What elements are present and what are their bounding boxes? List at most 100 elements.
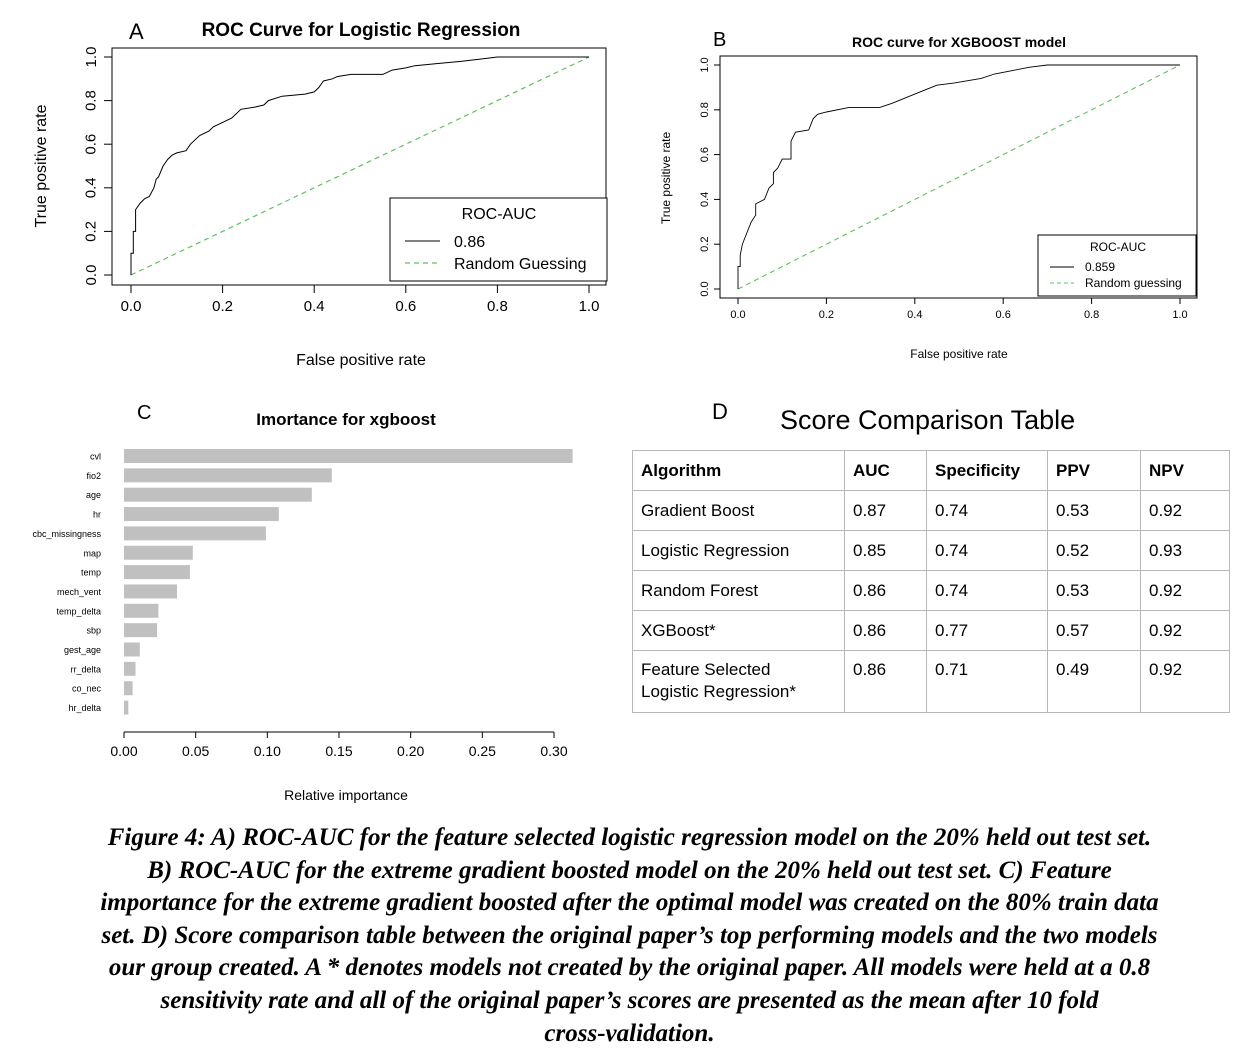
bar [124, 487, 312, 502]
y-axis-label: True positive rate [659, 132, 673, 225]
y-tick-label: 0.4 [83, 177, 100, 198]
category-label: fio2 [86, 471, 101, 481]
x-tick-label: 0.15 [325, 743, 352, 759]
category-label: cbc_missingness [32, 529, 101, 539]
table-row: Logistic Regression 0.85 0.74 0.52 0.93 [632, 530, 1230, 571]
table-row: Random Forest 0.86 0.74 0.53 0.92 [632, 570, 1230, 611]
x-axis-label: False positive rate [296, 352, 426, 369]
table-cell-ppv: 0.52 [1047, 530, 1141, 571]
panel-letter-d: D [712, 399, 728, 424]
roc-chart-logistic: A ROC Curve for Logistic Regression 0.0 0… [33, 19, 608, 369]
x-tick-label: 0.10 [254, 743, 281, 759]
category-label: cvl [90, 452, 101, 462]
x-tick-label: 0.20 [397, 743, 424, 759]
random-guess-line [737, 64, 1181, 290]
x-tick-label: 0.2 [819, 309, 834, 321]
x-tick-label: 0.00 [110, 743, 137, 759]
category-label: mech_vent [57, 587, 102, 597]
legend-label-random: Random Guessing [454, 256, 587, 273]
roc-curve-line [130, 56, 589, 275]
table-title: Score Comparison Table [780, 405, 1076, 435]
x-tick-label: 0.2 [212, 298, 233, 315]
bar [124, 623, 157, 638]
y-tick-label: 0.8 [699, 102, 711, 117]
y-tick-label: 0.2 [83, 221, 100, 242]
roc-chart-xgboost: B ROC curve for XGBOOST model 0.0 0.2 0.4 0… [659, 29, 1198, 361]
table-cell-auc: 0.86 [844, 650, 927, 713]
table-cell-npv: 0.92 [1140, 610, 1230, 651]
x-tick-label: 0.4 [304, 298, 325, 315]
bar [124, 507, 279, 522]
x-tick-label: 0.4 [907, 309, 922, 321]
y-tick-label: 1.0 [83, 47, 100, 68]
col-header-ppv: PPV [1047, 450, 1141, 491]
legend-label-auc: 0.86 [454, 234, 485, 251]
legend-label-random: Random guessing [1085, 276, 1182, 290]
category-label: temp [81, 568, 101, 578]
panel-letter-a: A [129, 19, 144, 44]
bar [124, 603, 159, 618]
table-cell-ppv: 0.57 [1047, 610, 1141, 651]
table-cell-algorithm: Random Forest [632, 570, 845, 611]
table-cell-specificity: 0.71 [926, 650, 1048, 713]
bar [124, 661, 136, 676]
x-tick-label: 0.6 [996, 309, 1011, 321]
y-tick-label: 0.0 [83, 265, 100, 286]
legend: ROC-AUC 0.859 Random guessing [1037, 234, 1197, 297]
chart-title: ROC Curve for Logistic Regression [202, 20, 521, 41]
category-label: hr_delta [68, 703, 101, 713]
legend-box [389, 197, 608, 282]
category-label: sbp [86, 626, 101, 636]
x-tick-label: 0.05 [182, 743, 209, 759]
chart-title: ROC curve for XGBOOST model [852, 34, 1066, 50]
x-tick-label: 0.25 [469, 743, 496, 759]
category-label: co_nec [72, 684, 102, 694]
x-tick-label: 0.0 [121, 298, 142, 315]
chart-title: Imortance for xgboost [256, 410, 436, 429]
caption-line: B) ROC-AUC for the extreme gradient boos… [147, 856, 1112, 884]
x-axis-label: False positive rate [910, 347, 1008, 361]
table-cell-algorithm: XGBoost* [632, 610, 845, 651]
table-header-row: Algorithm AUC Specificity PPV NPV [632, 450, 1230, 491]
legend-title: ROC-AUC [1090, 240, 1146, 254]
col-header-algorithm: Algorithm [632, 450, 845, 491]
x-tick-label: 0.8 [487, 298, 508, 315]
roc-curve-line [737, 64, 1180, 289]
table-cell-npv: 0.92 [1140, 570, 1230, 611]
panel-letter-b: B [713, 29, 726, 51]
bar [124, 681, 133, 696]
legend-box [1037, 234, 1197, 297]
col-header-npv: NPV [1140, 450, 1230, 491]
table-cell-algorithm: Feature Selected Logistic Regression* [632, 650, 845, 713]
category-label: rr_delta [70, 664, 101, 674]
caption-line: sensitivity rate and all of the original… [160, 986, 1099, 1014]
legend-label-auc: 0.859 [1085, 260, 1115, 274]
table-cell-algorithm: Logistic Regression [632, 530, 845, 571]
caption-line: cross-validation. [544, 1019, 715, 1047]
y-tick-label: 0.0 [699, 281, 711, 296]
y-tick-label: 0.8 [83, 90, 100, 111]
bar [124, 584, 177, 599]
caption-line: Figure 4: A) ROC-AUC for the feature sel… [107, 824, 1152, 851]
bar [124, 565, 190, 580]
table-row: Gradient Boost 0.87 0.74 0.53 0.92 [632, 490, 1230, 531]
table-cell-algorithm-line1: Feature Selected [641, 660, 771, 679]
x-tick-label: 1.0 [579, 298, 600, 315]
table-cell-algorithm-line2: Logistic Regression* [641, 682, 796, 701]
caption-line: set. D) Score comparison table between t… [101, 921, 1158, 949]
y-tick-label: 1.0 [699, 57, 711, 72]
table-cell-npv: 0.93 [1140, 530, 1230, 571]
score-table-panel: D Score Comparison Table Algorithm AUC S… [632, 395, 1259, 725]
score-table: Algorithm AUC Specificity PPV NPV Gradie… [632, 450, 1230, 713]
table-cell-specificity: 0.74 [926, 530, 1048, 571]
category-label: gest_age [64, 645, 101, 655]
table-cell-specificity: 0.74 [926, 570, 1048, 611]
bar [124, 642, 140, 657]
bar [124, 526, 266, 541]
x-tick-label: 0.30 [540, 743, 567, 759]
y-tick-label: 0.6 [83, 134, 100, 155]
table-cell-auc: 0.86 [844, 570, 927, 611]
table-cell-ppv: 0.49 [1047, 650, 1141, 713]
x-tick-label: 1.0 [1172, 309, 1187, 321]
x-tick-label: 0.6 [395, 298, 416, 315]
